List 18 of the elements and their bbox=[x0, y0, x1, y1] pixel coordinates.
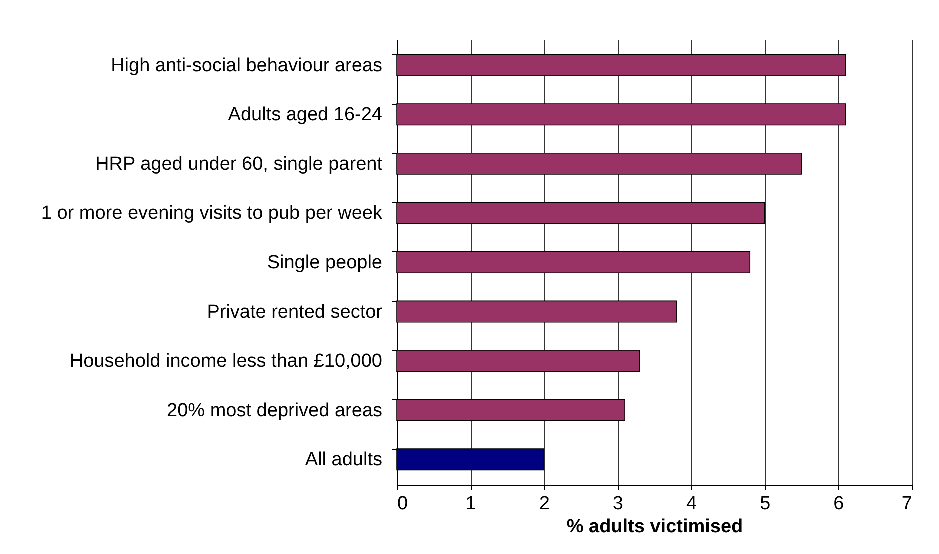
y-tick-label: 1 or more evening visits to pub per week bbox=[41, 203, 383, 224]
x-tick-label: 7 bbox=[902, 494, 912, 514]
y-tick-label: Private rented sector bbox=[207, 302, 384, 323]
y-tick-label: High anti-social behaviour areas bbox=[111, 55, 382, 76]
y-tick-label: All adults bbox=[305, 450, 382, 471]
y-tick-label: Adults aged 16-24 bbox=[228, 104, 383, 126]
y-tick-label: Household income less than £10,000 bbox=[70, 351, 382, 372]
y-tick-label: HRP aged under 60, single parent bbox=[96, 154, 384, 175]
x-tick-label: 3 bbox=[612, 494, 624, 514]
y-tick-label: 20% most deprived areas bbox=[167, 400, 382, 422]
x-tick-label: 0 bbox=[398, 494, 408, 514]
x-tick-label: 6 bbox=[834, 494, 844, 514]
x-tick-label: 4 bbox=[686, 494, 698, 514]
y-tick-label: Single people bbox=[267, 252, 382, 274]
x-tick-label: 1 bbox=[466, 494, 476, 514]
x-tick-label: 5 bbox=[760, 494, 771, 514]
x-tick-label: 2 bbox=[539, 494, 550, 514]
x-axis-title: % adults victimised bbox=[566, 516, 744, 538]
